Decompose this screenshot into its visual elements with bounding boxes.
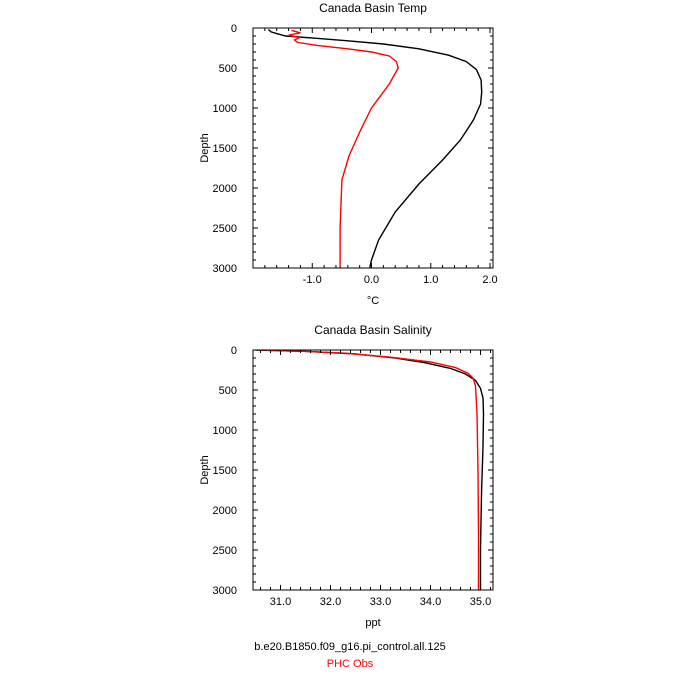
y-tick-label: 500 — [219, 385, 237, 397]
x-tick-label: 0.0 — [364, 274, 379, 286]
x-tick-label: 35.0 — [470, 596, 491, 608]
x-tick-label: -1.0 — [303, 274, 322, 286]
y-tick-label: 2500 — [213, 545, 237, 557]
salinity-chart: 31.0 32.0 33.0 34.0 35.0 0 500 1000 1500 2000 2500… — [199, 323, 494, 629]
y-tick-label: 0 — [231, 345, 237, 357]
y-tick-label: 1500 — [213, 143, 237, 155]
plot-frame — [252, 27, 494, 269]
y-axis-label: Depth — [199, 133, 211, 162]
x-axis-label: °C — [367, 295, 379, 307]
y-tick-label: 500 — [219, 63, 237, 75]
model-series-line — [255, 350, 485, 590]
legend-obs-label: PHC Obs — [326, 658, 374, 670]
legend-model-label: b.e20.B1850.f09_g16.pi_control.all.125 — [254, 641, 446, 653]
x-tick-label: 1.0 — [423, 274, 438, 286]
y-tick-label: 1000 — [213, 425, 237, 437]
y-tick-label: 2000 — [213, 183, 237, 195]
y-tick-label: 1500 — [213, 465, 237, 477]
obs-series-line — [288, 29, 399, 268]
chart-title: Canada Basin Salinity — [314, 323, 431, 337]
model-series-line — [267, 29, 483, 268]
x-tick-label: 2.0 — [482, 274, 497, 286]
obs-series-line — [260, 350, 480, 590]
y-tick-label: 0 — [231, 23, 237, 35]
plot-frame — [252, 349, 494, 591]
chart-title: Canada Basin Temp — [319, 1, 427, 15]
x-tick-label: 32.0 — [320, 596, 341, 608]
x-tick-label: 31.0 — [270, 596, 291, 608]
y-tick-label: 1000 — [213, 103, 237, 115]
temp-chart: -1.0 0.0 1.0 2.0 0 500 1000 1500 2000 2500 3000 Can… — [199, 1, 498, 307]
x-tick-label: 34.0 — [420, 596, 441, 608]
x-axis-label: ppt — [365, 617, 380, 629]
y-tick-label: 3000 — [213, 263, 237, 275]
y-tick-label: 2500 — [213, 223, 237, 235]
x-tick-label: 33.0 — [370, 596, 391, 608]
y-axis-label: Depth — [199, 455, 211, 484]
y-tick-label: 3000 — [213, 585, 237, 597]
y-tick-label: 2000 — [213, 505, 237, 517]
